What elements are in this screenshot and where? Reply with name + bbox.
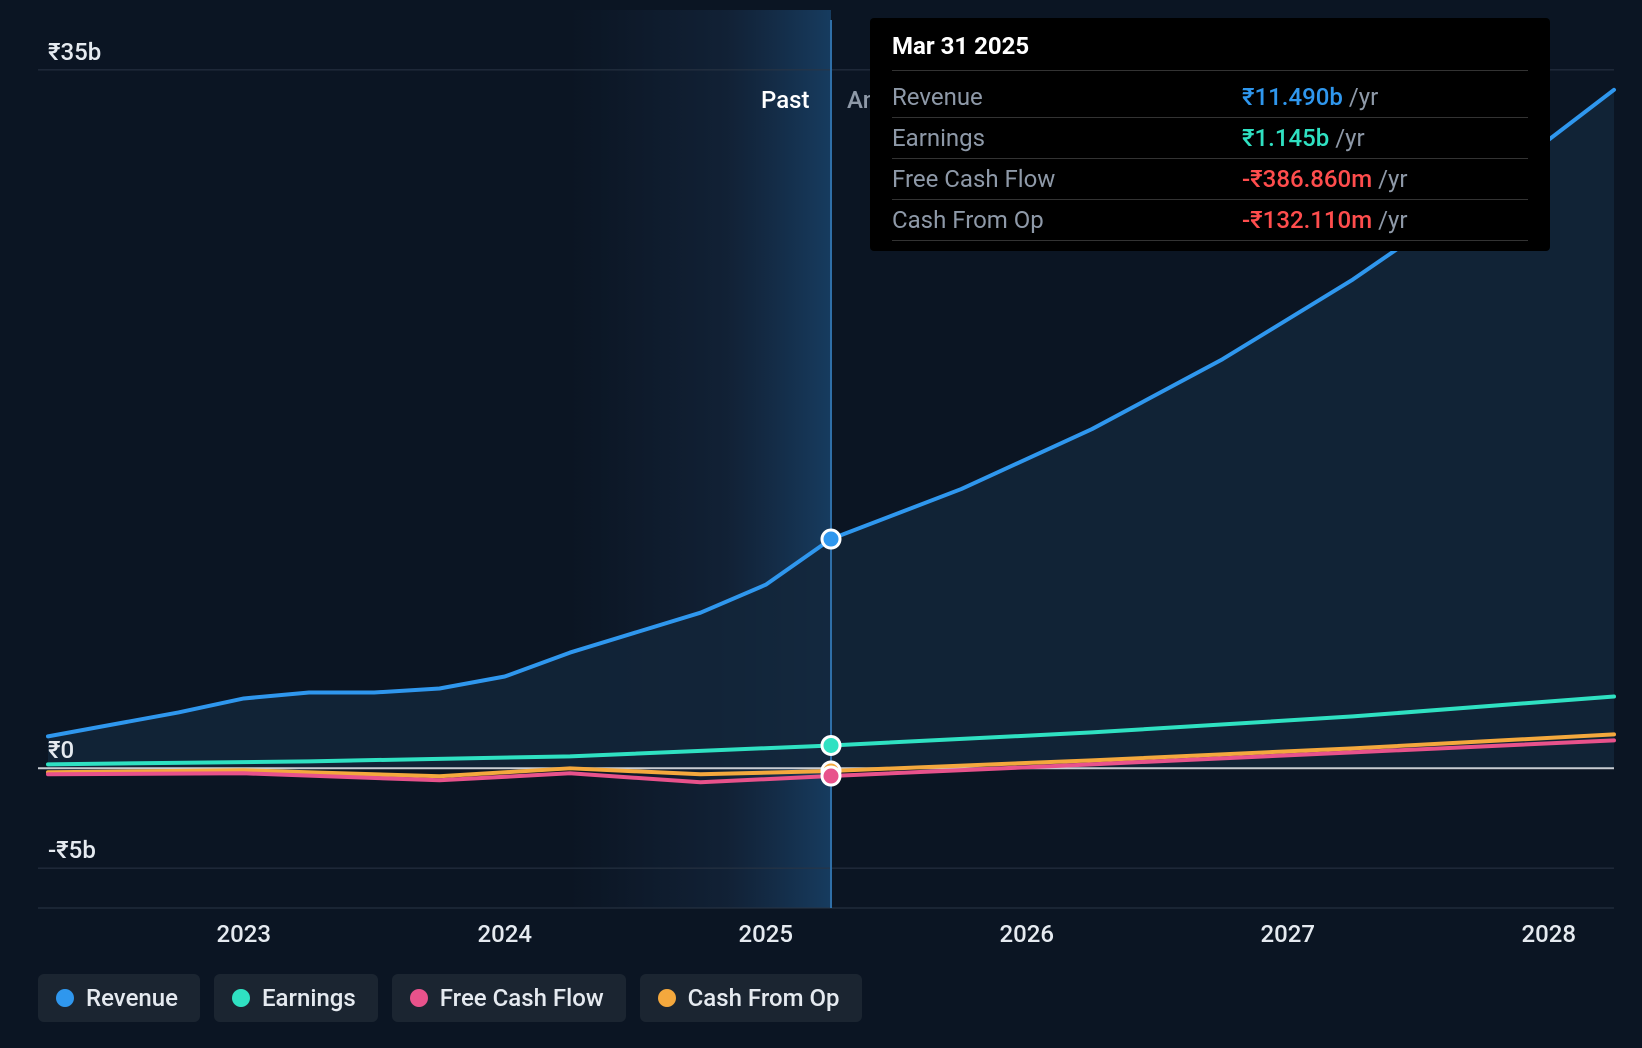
tooltip-row-unit: /yr — [1349, 83, 1378, 111]
tooltip-row-unit: /yr — [1335, 124, 1364, 152]
tooltip-row-value: ₹11.490b — [1242, 83, 1343, 111]
legend-dot-icon — [232, 989, 250, 1007]
tooltip-row-label: Cash From Op — [892, 206, 1242, 234]
tooltip-row-value: -₹386.860m — [1242, 165, 1372, 193]
x-tick-label: 2027 — [1260, 920, 1315, 948]
x-tick-label: 2025 — [738, 920, 793, 948]
legend-label: Revenue — [86, 984, 178, 1012]
x-tick-label: 2024 — [477, 920, 532, 948]
tooltip-row-label: Free Cash Flow — [892, 165, 1242, 193]
chart-legend: Revenue Earnings Free Cash Flow Cash From O… — [38, 974, 862, 1022]
tooltip-row-label: Revenue — [892, 83, 1242, 111]
legend-dot-icon — [658, 989, 676, 1007]
y-tick-label: -₹5b — [48, 836, 96, 864]
financial-chart: -₹5b ₹0 ₹35b 2023 2024 2025 2026 2027 2028 Past… — [0, 0, 1642, 1048]
past-label: Past — [761, 86, 809, 114]
legend-label: Cash From Op — [688, 984, 840, 1012]
legend-dot-icon — [410, 989, 428, 1007]
legend-label: Earnings — [262, 984, 356, 1012]
y-tick-label: ₹0 — [48, 736, 74, 764]
tooltip-row: Cash From Op-₹132.110m/yr — [892, 200, 1528, 241]
tooltip-row-label: Earnings — [892, 124, 1242, 152]
chart-tooltip: Mar 31 2025 Revenue₹11.490b/yrEarnings₹1… — [870, 18, 1550, 251]
tooltip-row-unit: /yr — [1378, 206, 1407, 234]
tooltip-row: Free Cash Flow-₹386.860m/yr — [892, 159, 1528, 200]
tooltip-row: Earnings₹1.145b/yr — [892, 118, 1528, 159]
legend-item-free-cash-flow[interactable]: Free Cash Flow — [392, 974, 626, 1022]
tooltip-row: Revenue₹11.490b/yr — [892, 77, 1528, 118]
tooltip-row-unit: /yr — [1378, 165, 1407, 193]
legend-item-revenue[interactable]: Revenue — [38, 974, 200, 1022]
y-tick-label: ₹35b — [48, 38, 101, 66]
legend-item-earnings[interactable]: Earnings — [214, 974, 378, 1022]
legend-dot-icon — [56, 989, 74, 1007]
tooltip-row-value: -₹132.110m — [1242, 206, 1372, 234]
tooltip-row-value: ₹1.145b — [1242, 124, 1329, 152]
x-tick-label: 2023 — [216, 920, 271, 948]
x-tick-label: 2028 — [1521, 920, 1576, 948]
tooltip-date: Mar 31 2025 — [892, 32, 1528, 71]
legend-label: Free Cash Flow — [440, 984, 604, 1012]
legend-item-cash-from-op[interactable]: Cash From Op — [640, 974, 862, 1022]
x-tick-label: 2026 — [999, 920, 1054, 948]
